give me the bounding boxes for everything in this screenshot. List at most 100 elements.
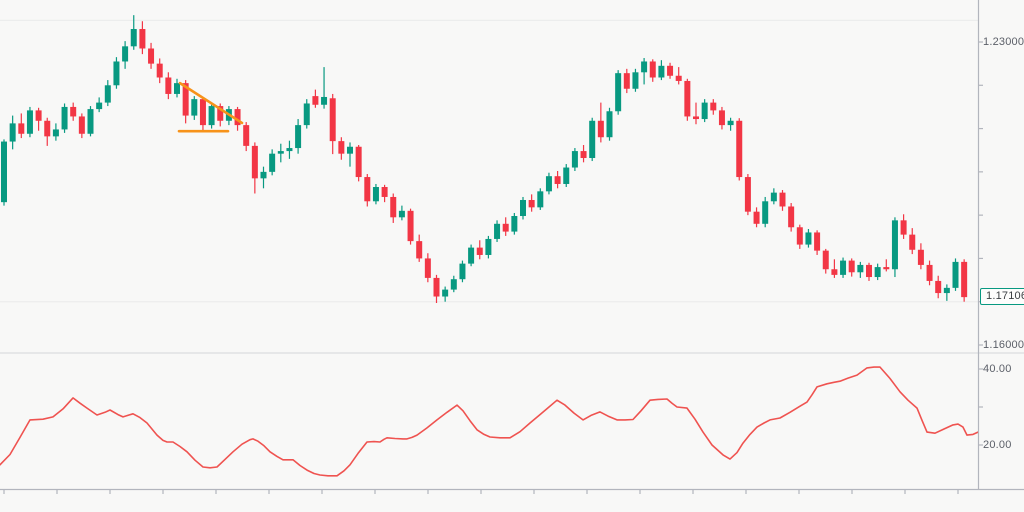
candle-body: [277, 151, 284, 154]
candle-down: [926, 260, 933, 286]
candle-down: [148, 42, 155, 69]
candle-down: [961, 259, 968, 302]
candle-body: [269, 153, 276, 172]
candle-body: [684, 80, 691, 117]
candle-body: [1, 141, 7, 203]
candle-body: [174, 83, 180, 94]
candle-body: [805, 232, 812, 245]
candle-body: [935, 280, 942, 294]
candle-up: [104, 80, 111, 107]
candle-up: [762, 196, 769, 228]
candle-body: [9, 123, 16, 142]
candle-down: [433, 274, 440, 304]
candle-body: [891, 220, 898, 270]
candle-down: [580, 145, 587, 163]
candle-up: [874, 263, 881, 281]
candle-down: [338, 137, 345, 160]
candle-body: [675, 75, 682, 81]
candle-up: [372, 183, 379, 205]
candle-body: [667, 65, 674, 76]
candle-down: [866, 262, 872, 281]
candle-body: [848, 260, 855, 273]
candle-down: [381, 184, 388, 203]
candle-body: [26, 110, 33, 134]
candle-down: [528, 194, 535, 212]
candle-body: [744, 177, 751, 212]
candle-body: [156, 63, 163, 78]
indicator-axis-label-40: 40.00: [983, 363, 1012, 375]
candle-body: [372, 187, 379, 202]
candle-body: [35, 110, 42, 121]
candle-up: [727, 117, 734, 131]
candle-body: [130, 29, 137, 47]
price-axis-label-1-16000: 1.16000: [983, 339, 1024, 351]
candle-body: [528, 199, 535, 208]
candle-down: [597, 102, 604, 143]
candle-body: [718, 110, 725, 126]
candle-body: [866, 264, 872, 278]
candle-up: [511, 212, 518, 235]
candle-up: [805, 228, 812, 248]
candle-body: [701, 102, 708, 120]
candle-body: [321, 96, 328, 105]
candle-body: [286, 148, 293, 152]
candle-down: [900, 214, 907, 239]
candle-down: [329, 93, 336, 155]
candle-body: [554, 176, 561, 184]
candle-down: [623, 68, 630, 94]
candle-up: [87, 106, 94, 137]
candle-down: [502, 217, 509, 236]
candle-down: [675, 67, 682, 85]
candle-body: [485, 238, 492, 255]
candle-down: [18, 113, 25, 139]
price-axis[interactable]: [978, 0, 1024, 489]
candle-down: [796, 224, 803, 249]
candle-up: [857, 261, 864, 278]
price-axis-label-1-23000: 1.23000: [983, 36, 1024, 48]
candle-up: [398, 205, 405, 221]
candle-body: [874, 267, 881, 278]
candle-up: [9, 115, 16, 150]
candle-body: [615, 73, 622, 112]
candle-up: [321, 67, 328, 109]
candle-body: [459, 263, 466, 280]
candle-body: [857, 264, 864, 273]
candle-body: [494, 223, 501, 239]
candle-up: [459, 260, 466, 283]
candles-layer: [1, 15, 968, 304]
candle-down: [736, 118, 743, 181]
candle-body: [416, 241, 423, 259]
candle-up: [26, 106, 33, 138]
candle-up: [174, 78, 180, 98]
candle-down: [814, 230, 821, 255]
candle-up: [347, 142, 353, 167]
trendline-drawing[interactable]: [178, 81, 244, 125]
candle-up: [701, 99, 708, 123]
candle-up: [303, 99, 310, 129]
candle-down: [693, 102, 699, 125]
candle-up: [277, 143, 284, 163]
candle-down: [251, 142, 258, 194]
candle-body: [571, 151, 578, 168]
candle-body: [779, 192, 786, 207]
candle-up: [632, 68, 639, 92]
candle-body: [589, 120, 596, 159]
candle-up: [260, 166, 267, 189]
time-axis[interactable]: [0, 490, 1024, 512]
candle-body: [217, 106, 224, 121]
candle-up: [269, 149, 276, 176]
candle-up: [589, 117, 596, 162]
candle-body: [883, 267, 890, 270]
candle-body: [390, 196, 397, 218]
candle-body: [545, 176, 552, 192]
candle-body: [52, 129, 59, 137]
candle-body: [831, 269, 838, 275]
candle-up: [943, 284, 950, 301]
candle-up: [52, 123, 59, 141]
candle-up: [286, 140, 293, 159]
candle-body: [251, 145, 258, 179]
gridlines-layer: [0, 19, 1024, 354]
candle-body: [736, 120, 743, 178]
